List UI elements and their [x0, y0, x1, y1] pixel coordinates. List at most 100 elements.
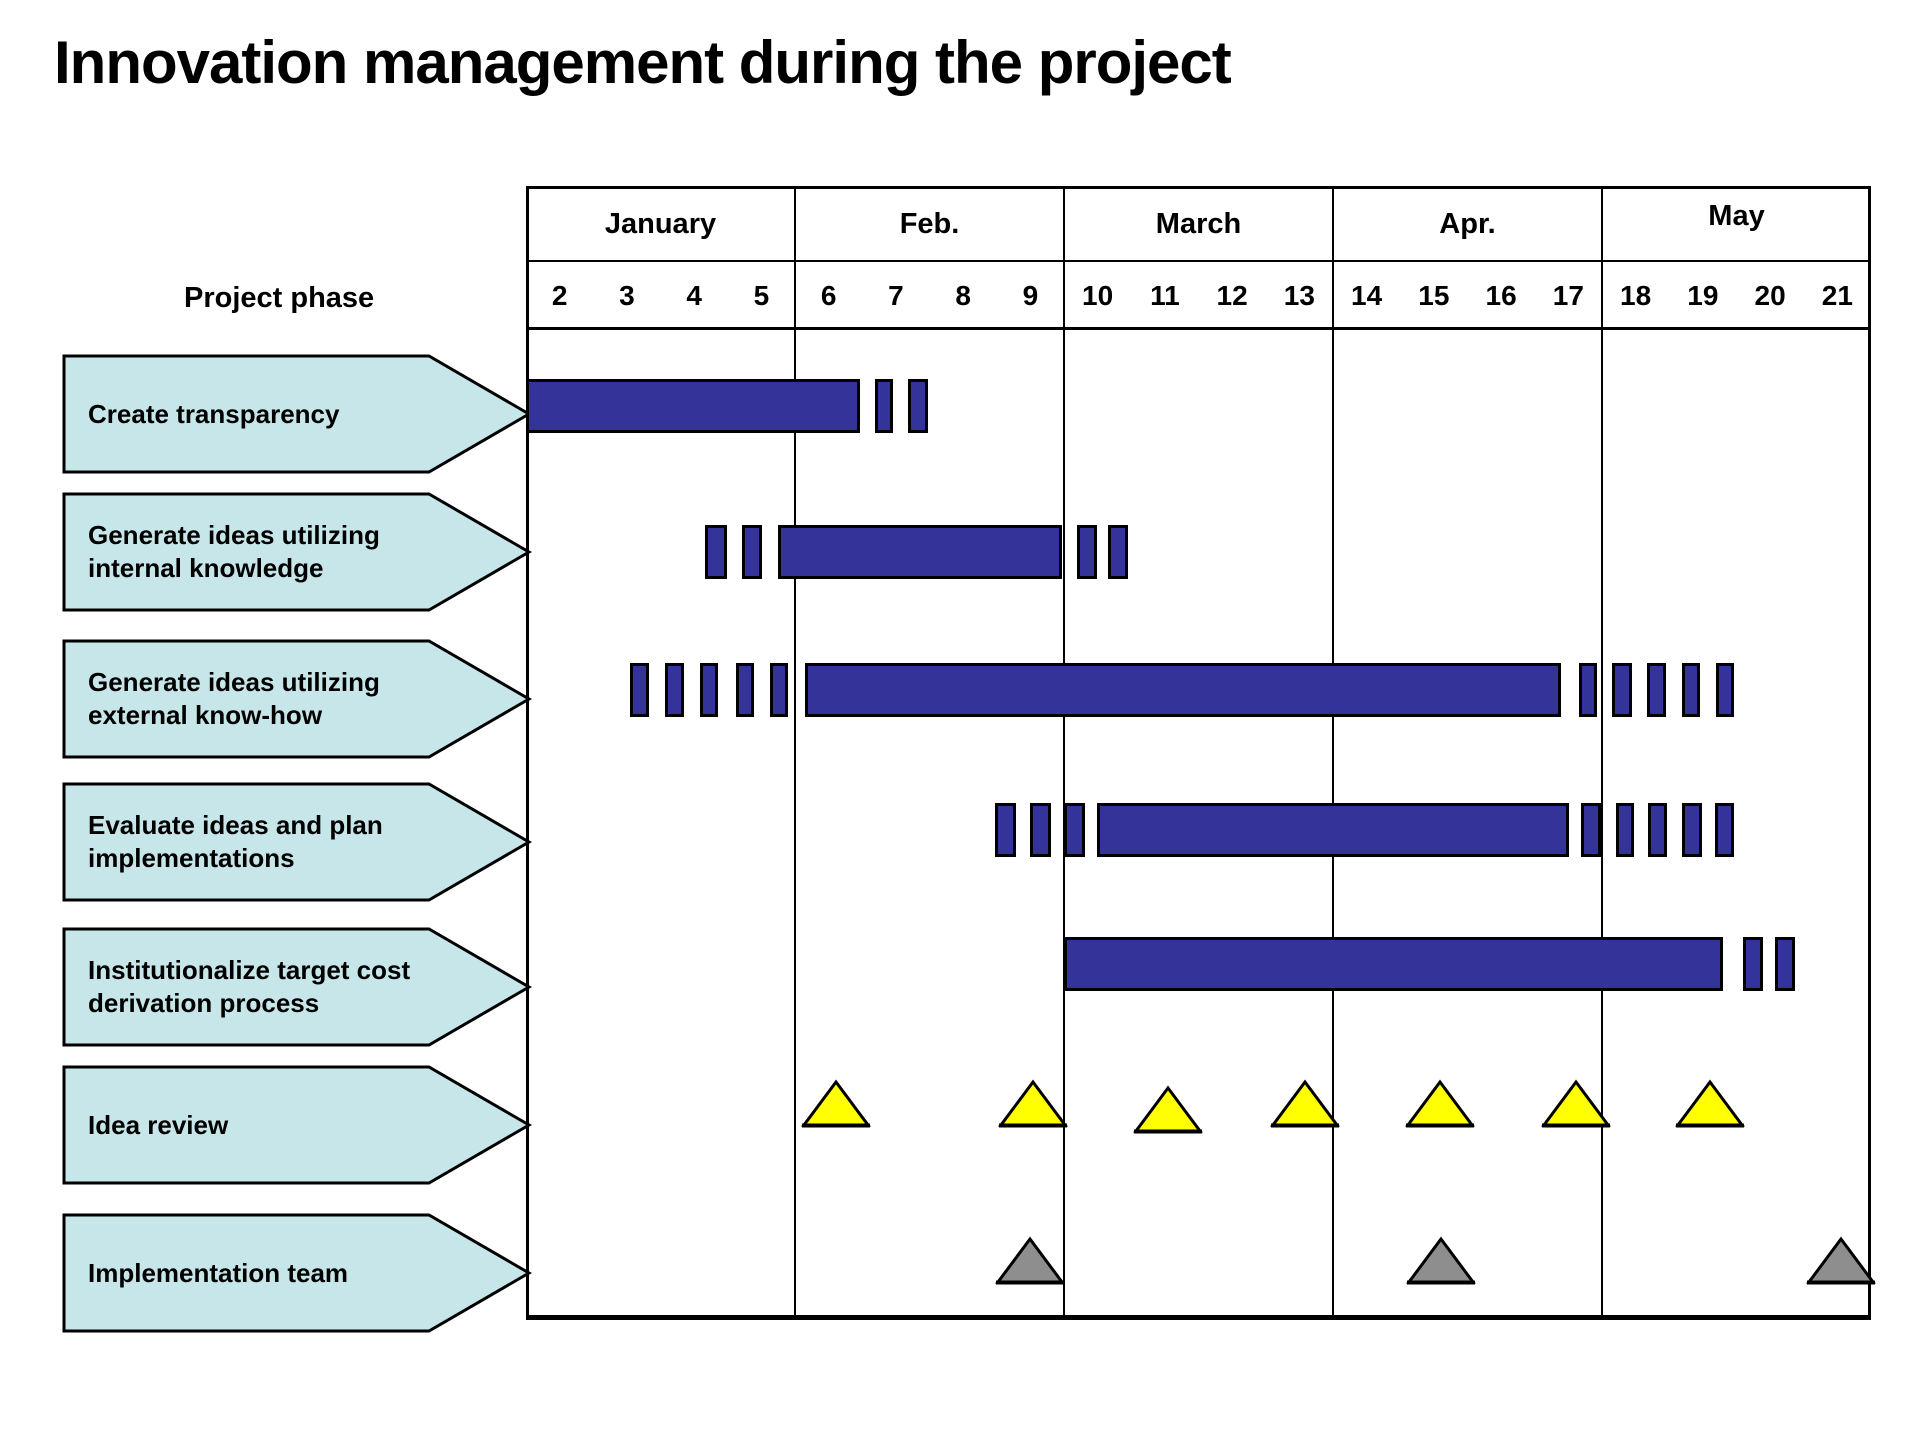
milestone-triangle	[801, 1079, 872, 1127]
week-number-9: 9	[1022, 280, 1039, 311]
phase-arrow-shape	[62, 492, 532, 612]
month-header-january: January	[604, 207, 717, 240]
week-number-13: 13	[1283, 280, 1315, 311]
milestone-triangle	[1133, 1085, 1204, 1133]
phase-label-generate-ideas-utilizing-external-know-how: Generate ideas utilizing external know-ho…	[88, 641, 448, 757]
phase-label-line: Generate ideas utilizing	[88, 520, 380, 550]
generate-ideas-utilizing-external-know-how-bar-dash	[1682, 663, 1701, 717]
milestone-triangle	[1269, 1079, 1340, 1127]
create-transparency-bar-solid	[526, 379, 861, 433]
phase-arrow-institutionalize-target-cost-derivation-process	[62, 927, 532, 1047]
generate-ideas-utilizing-external-know-how-bar-dash	[1647, 663, 1666, 717]
week-number-17: 17	[1552, 280, 1584, 311]
phase-label-implementation-team: Implementation team	[88, 1215, 448, 1331]
week-number-2: 2	[551, 280, 568, 311]
idea-review-milestone	[1133, 1085, 1204, 1134]
create-transparency-bar-dash	[875, 379, 894, 433]
month-header-may: May	[1708, 199, 1765, 232]
evaluate-ideas-and-plan-implementations-bar-solid	[1096, 803, 1570, 857]
phase-label-institutionalize-target-cost-derivation-process: Institutionalize target cost derivation p…	[88, 929, 448, 1045]
grid-line-vertical	[1063, 186, 1065, 1320]
idea-review-milestone	[1404, 1079, 1475, 1128]
week-number-19: 19	[1687, 280, 1719, 311]
create-transparency-bar-dash	[907, 379, 929, 433]
phase-arrow-shape	[62, 1065, 532, 1185]
milestone-triangle	[1540, 1079, 1611, 1127]
month-header-apr: Apr.	[1439, 207, 1496, 240]
phase-label-create-transparency: Create transparency	[88, 356, 448, 472]
project-phase-axis-label: Project phase	[184, 282, 375, 314]
phase-label-line: external know-how	[88, 700, 323, 730]
generate-ideas-utilizing-external-know-how-bar-dash	[665, 663, 685, 717]
month-header-march: March	[1155, 207, 1242, 240]
idea-review-milestone	[801, 1079, 872, 1128]
milestone-triangle	[1805, 1236, 1876, 1284]
phase-label-line: Generate ideas utilizing	[88, 667, 380, 697]
institutionalize-target-cost-derivation-process-bar-dash	[1743, 937, 1764, 991]
milestone-triangle	[1674, 1079, 1745, 1127]
evaluate-ideas-and-plan-implementations-bar-dash	[1714, 803, 1734, 857]
grid-line-vertical	[794, 186, 796, 1320]
milestone-triangle	[998, 1079, 1069, 1127]
phase-label-line: implementations	[88, 843, 295, 873]
idea-review-milestone	[998, 1079, 1069, 1128]
grid-line-horizontal-week	[526, 327, 1871, 330]
generate-ideas-utilizing-external-know-how-bar-dash	[700, 663, 719, 717]
idea-review-milestone	[1540, 1079, 1611, 1128]
evaluate-ideas-and-plan-implementations-bar-dash	[1616, 803, 1635, 857]
generate-ideas-utilizing-external-know-how-bar-solid	[805, 663, 1561, 717]
generate-ideas-utilizing-internal-knowledge-bar-solid	[778, 525, 1062, 579]
generate-ideas-utilizing-external-know-how-bar-dash	[770, 663, 789, 717]
slide-title: Innovation management during the project	[54, 29, 1232, 96]
grid-line-vertical	[1332, 186, 1334, 1320]
phase-arrow-shape	[62, 927, 532, 1047]
evaluate-ideas-and-plan-implementations-bar-dash	[1581, 803, 1602, 857]
phase-arrow-shape	[62, 354, 532, 474]
week-number-3: 3	[619, 280, 635, 311]
phase-arrow-shape	[62, 639, 532, 759]
week-number-12: 12	[1216, 280, 1248, 311]
week-number-15: 15	[1418, 280, 1450, 311]
week-number-10: 10	[1082, 280, 1114, 311]
evaluate-ideas-and-plan-implementations-bar-dash	[994, 803, 1017, 857]
generate-ideas-utilizing-external-know-how-bar-dash	[1612, 663, 1633, 717]
institutionalize-target-cost-derivation-process-bar-dash	[1774, 937, 1795, 991]
week-number-5: 5	[753, 280, 770, 311]
phase-label-evaluate-ideas-and-plan-implementations: Evaluate ideas and plan implementations	[88, 784, 448, 900]
implementation-team-milestone	[994, 1236, 1065, 1285]
phase-label-line: derivation process	[88, 988, 320, 1018]
phase-arrow-idea-review	[62, 1065, 532, 1185]
generate-ideas-utilizing-internal-knowledge-bar-dash	[1076, 525, 1097, 579]
grid-line-horizontal-month	[526, 260, 1871, 262]
institutionalize-target-cost-derivation-process-bar-solid	[1064, 937, 1724, 991]
phase-arrow-generate-ideas-utilizing-internal-knowledge	[62, 492, 532, 612]
milestone-triangle	[1406, 1236, 1477, 1284]
phase-label-idea-review: Idea review	[88, 1067, 448, 1183]
generate-ideas-utilizing-external-know-how-bar-dash	[1579, 663, 1598, 717]
month-header-feb: Feb.	[899, 207, 960, 240]
milestone-triangle	[994, 1236, 1065, 1284]
generate-ideas-utilizing-external-know-how-bar-dash	[1716, 663, 1734, 717]
week-number-6: 6	[820, 280, 837, 311]
week-number-7: 7	[888, 280, 904, 311]
table-border	[526, 186, 1871, 1320]
phase-arrow-implementation-team	[62, 1213, 532, 1333]
implementation-team-milestone	[1805, 1236, 1876, 1285]
week-number-14: 14	[1351, 280, 1383, 311]
phase-label-line: internal knowledge	[88, 553, 324, 583]
phase-arrow-create-transparency	[62, 354, 532, 474]
evaluate-ideas-and-plan-implementations-bar-dash	[1064, 803, 1085, 857]
milestone-triangle	[1404, 1079, 1475, 1127]
week-number-21: 21	[1821, 280, 1853, 311]
phase-label-line: Implementation team	[88, 1257, 349, 1288]
phase-arrow-shape	[62, 1213, 532, 1333]
phase-label-line: Evaluate ideas and plan	[88, 810, 383, 840]
phase-label-line: Institutionalize target cost	[88, 955, 411, 985]
week-number-11: 11	[1150, 280, 1180, 311]
evaluate-ideas-and-plan-implementations-bar-dash	[1682, 803, 1702, 857]
generate-ideas-utilizing-external-know-how-bar-dash	[735, 663, 754, 717]
generate-ideas-utilizing-internal-knowledge-bar-dash	[704, 525, 728, 579]
phase-arrow-shape	[62, 782, 532, 902]
